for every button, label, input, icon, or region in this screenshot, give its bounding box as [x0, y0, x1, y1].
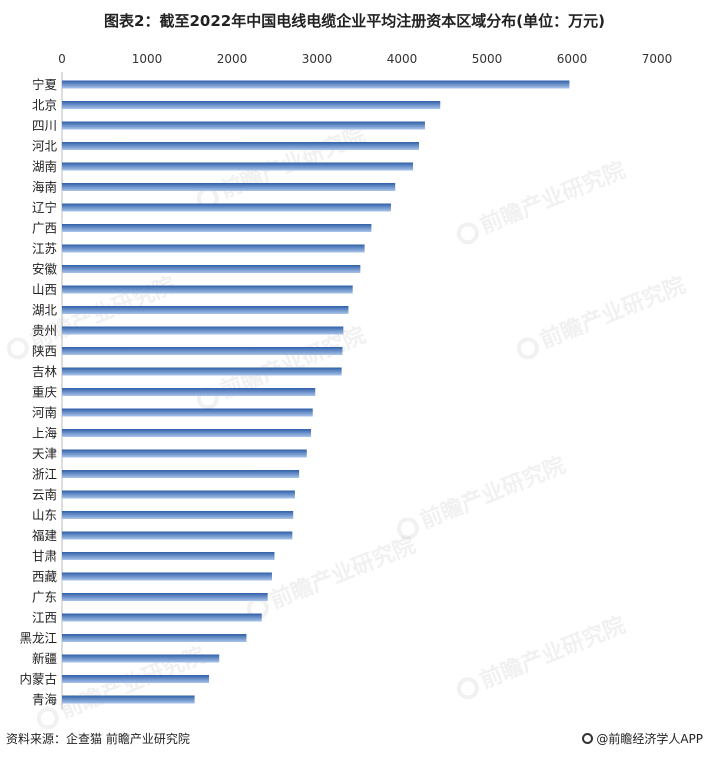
bar	[62, 285, 353, 294]
y-tick-label: 江西	[32, 610, 57, 625]
bar	[62, 347, 343, 355]
x-tick-label: 5000	[472, 52, 503, 66]
source-note: 资料来源：企查猫 前瞻产业研究院	[6, 732, 190, 746]
y-tick-label: 辽宁	[32, 200, 57, 215]
y-tick-label: 河北	[32, 139, 58, 154]
x-tick-label: 1000	[132, 52, 163, 66]
bar	[62, 121, 425, 130]
y-tick-label: 河南	[32, 405, 57, 420]
y-tick-label: 海南	[32, 180, 57, 195]
y-tick-label: 西藏	[32, 569, 58, 584]
y-tick-label: 湖南	[32, 159, 57, 174]
bar	[62, 675, 210, 683]
y-tick-label: 北京	[32, 98, 57, 113]
bar	[62, 654, 220, 663]
bar	[62, 224, 372, 232]
y-tick-label: 安徽	[32, 262, 58, 277]
y-tick-label: 山东	[32, 508, 57, 523]
bar	[62, 388, 316, 396]
bar	[62, 511, 294, 519]
y-tick-label: 江苏	[32, 241, 57, 256]
brand-credit: @前瞻经济学人APP	[582, 730, 703, 747]
bar	[62, 306, 349, 314]
bar	[62, 490, 295, 499]
y-tick-label: 贵州	[32, 323, 57, 338]
y-tick-label: 广西	[32, 221, 57, 236]
bar	[62, 429, 312, 437]
y-tick-label: 甘肃	[32, 549, 57, 564]
bar	[62, 183, 396, 191]
chart-title: 图表2：截至2022年中国电线电缆企业平均注册资本区域分布(单位：万元)	[104, 12, 605, 30]
bar	[62, 101, 441, 109]
y-tick-label: 四川	[32, 118, 57, 133]
y-tick-label: 青海	[32, 692, 58, 707]
y-tick-label: 福建	[32, 528, 58, 543]
y-tick-label: 云南	[32, 487, 57, 502]
x-tick-label: 2000	[217, 52, 248, 66]
bar	[62, 572, 272, 581]
bar	[62, 552, 275, 560]
bar	[62, 265, 361, 273]
y-tick-label: 内蒙古	[19, 672, 57, 687]
y-tick-label: 天津	[32, 446, 57, 461]
bar	[62, 695, 195, 704]
y-tick-label: 湖北	[32, 303, 58, 318]
bar	[62, 634, 247, 642]
x-tick-label: 4000	[387, 52, 418, 66]
brand-label: @前瞻经济学人APP	[596, 732, 703, 746]
bar	[62, 203, 391, 212]
y-tick-label: 广东	[32, 590, 57, 605]
y-tick-label: 吉林	[32, 364, 58, 379]
bar	[62, 162, 414, 171]
bar	[62, 367, 342, 376]
bar	[62, 408, 313, 417]
bar	[62, 593, 268, 601]
y-tick-label: 新疆	[32, 651, 57, 666]
bar	[62, 244, 365, 253]
bar	[62, 531, 293, 540]
bar	[62, 80, 570, 89]
bar	[62, 470, 300, 478]
x-tick-label: 3000	[302, 52, 333, 66]
y-tick-label: 上海	[32, 426, 58, 441]
bar	[62, 142, 419, 150]
bar	[62, 613, 262, 622]
y-tick-label: 陕西	[32, 344, 57, 359]
x-tick-label: 0	[58, 52, 66, 66]
brand-logo-icon	[582, 733, 594, 744]
y-tick-label: 浙江	[32, 467, 57, 482]
y-tick-label: 重庆	[32, 385, 58, 400]
x-tick-label: 6000	[557, 52, 588, 66]
y-tick-label: 黑龙江	[19, 631, 57, 646]
bar	[62, 326, 344, 335]
y-tick-label: 宁夏	[32, 77, 58, 92]
y-tick-label: 山西	[32, 282, 57, 297]
bar	[62, 449, 307, 458]
x-tick-label: 7000	[642, 52, 673, 66]
